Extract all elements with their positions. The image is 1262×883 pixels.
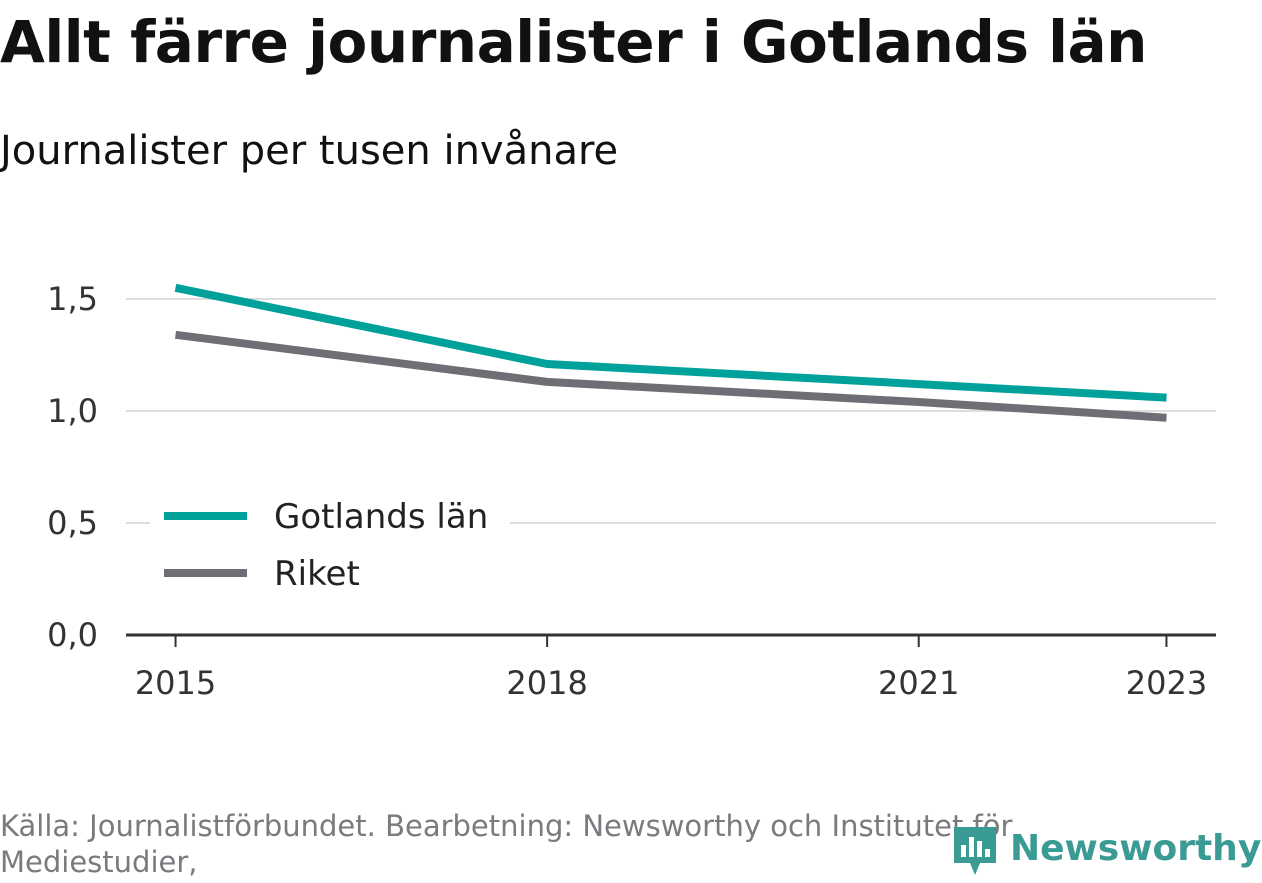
- x-tick-label: 2023: [1126, 664, 1207, 702]
- y-tick-label: 0,0: [47, 616, 98, 654]
- y-tick-label: 0,5: [47, 504, 98, 542]
- series-lines: [174, 283, 1167, 422]
- x-axis: 2015 2018 2021 2023: [126, 633, 1216, 702]
- bar-chart-logo-icon: [950, 823, 1000, 875]
- source-note: Källa: Journalistförbundet. Bearbetning:…: [0, 809, 1013, 879]
- newsworthy-logo: Newsworthy: [950, 818, 1261, 878]
- legend-label: Gotlands län: [274, 497, 488, 537]
- y-axis-tick-labels: 0,0 0,5 1,0 1,5: [47, 280, 98, 654]
- legend: Gotlands län Riket: [164, 497, 488, 594]
- series-line-riket: [174, 330, 1167, 422]
- line-chart: 0,0 0,5 1,0 1,5 2015 2018 2021 2023 Gotlands l…: [47, 280, 1216, 702]
- legend-background: [150, 492, 510, 602]
- series-line-gotlands-lan: [174, 283, 1167, 402]
- y-tick-label: 1,0: [47, 392, 98, 430]
- y-tick-label: 1,5: [47, 280, 98, 318]
- x-tick-label: 2018: [506, 664, 587, 702]
- x-tick-label: 2015: [135, 664, 216, 702]
- legend-backdrop: [150, 492, 510, 602]
- x-tick-label: 2021: [878, 664, 959, 702]
- logo-text: Newsworthy: [1010, 827, 1262, 869]
- legend-label: Riket: [274, 554, 360, 594]
- chart-subtitle: Journalister per tusen invånare: [0, 128, 619, 174]
- chart-title: Allt färre journalister i Gotlands län: [0, 8, 1147, 76]
